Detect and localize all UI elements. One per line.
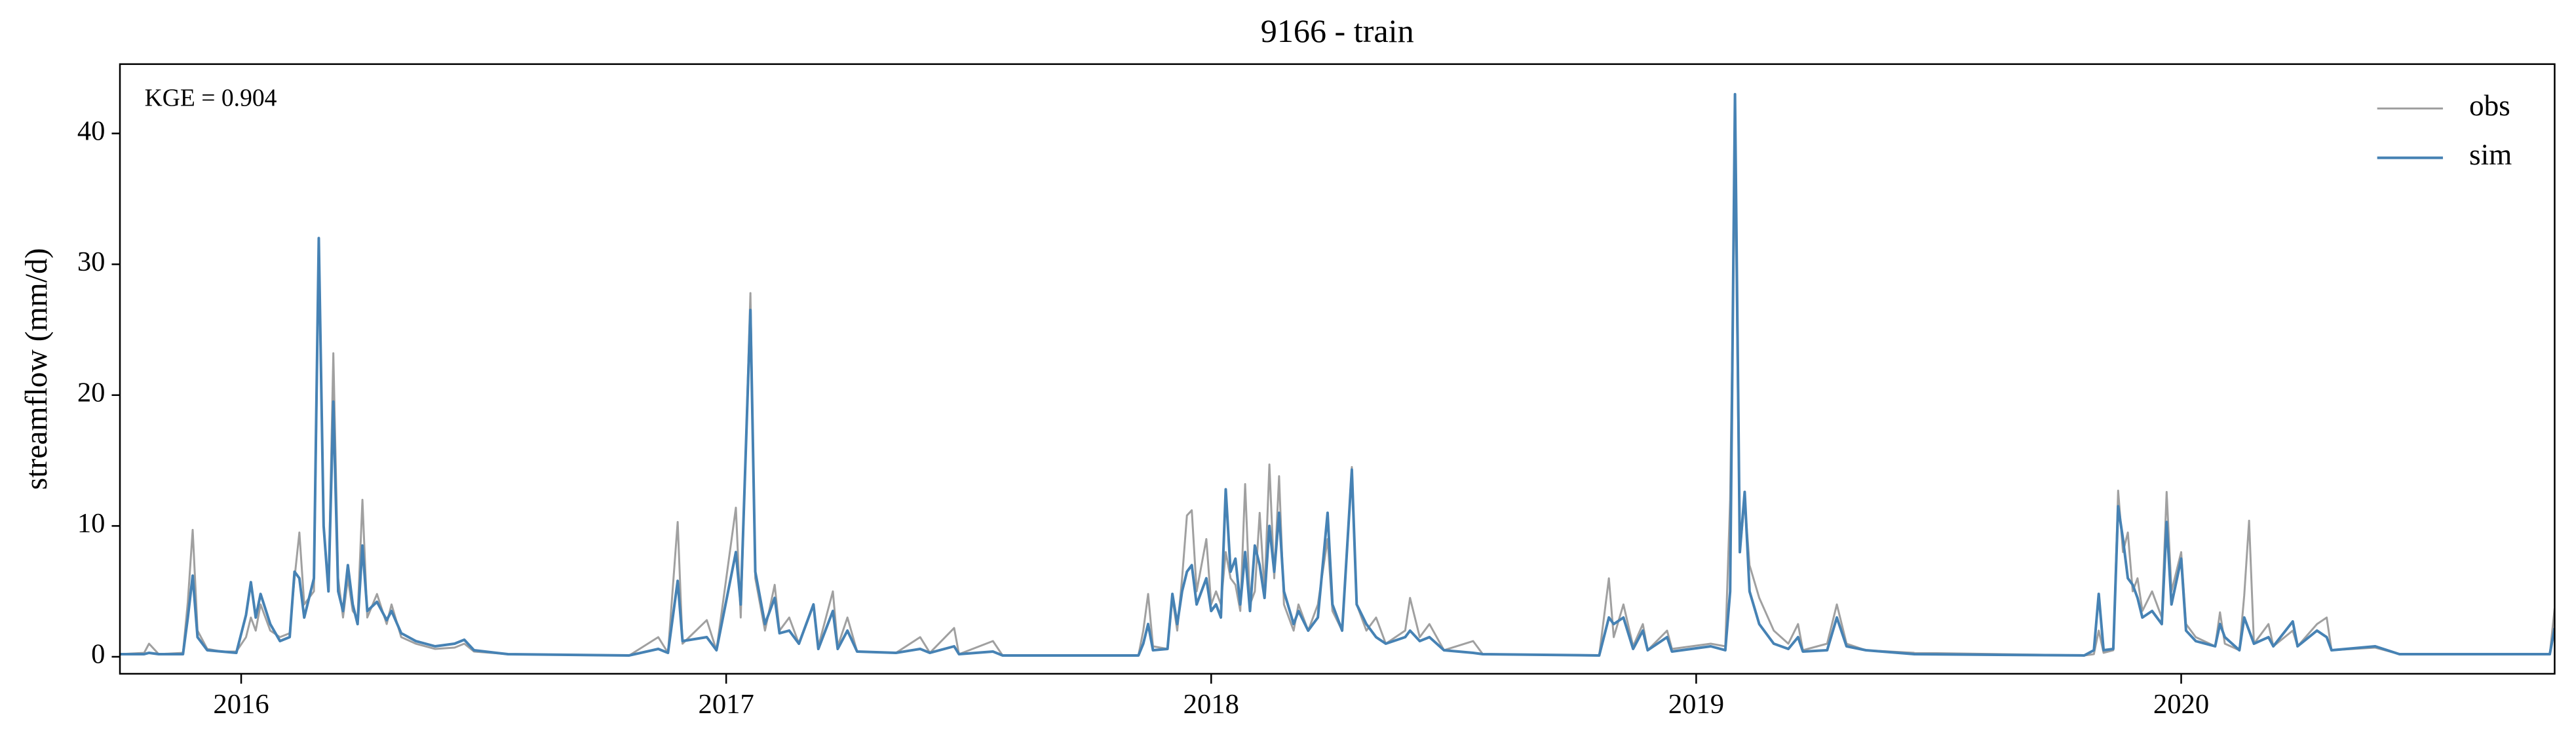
legend-label: sim bbox=[2469, 138, 2512, 171]
x-tick-label: 2016 bbox=[213, 689, 269, 720]
y-axis-label: streamflow (mm/d) bbox=[20, 248, 54, 490]
y-tick-label: 10 bbox=[77, 508, 106, 539]
chart-title: 9166 - train bbox=[1261, 12, 1414, 49]
y-tick-label: 40 bbox=[77, 115, 106, 146]
series-line bbox=[120, 159, 2555, 657]
y-tick-label: 20 bbox=[77, 378, 106, 408]
x-tick-label: 2019 bbox=[1668, 689, 1724, 720]
y-tick-label: 30 bbox=[77, 246, 106, 277]
annotation: KGE = 0.904 bbox=[145, 85, 277, 112]
plot-frame bbox=[119, 63, 2556, 675]
x-tick-label: 2020 bbox=[2153, 689, 2209, 720]
x-tick-label: 2018 bbox=[1183, 689, 1239, 720]
x-tick-label: 2017 bbox=[699, 689, 754, 720]
y-tick-label: 0 bbox=[91, 639, 105, 670]
legend-label: obs bbox=[2469, 89, 2510, 122]
series-line bbox=[120, 92, 2555, 657]
